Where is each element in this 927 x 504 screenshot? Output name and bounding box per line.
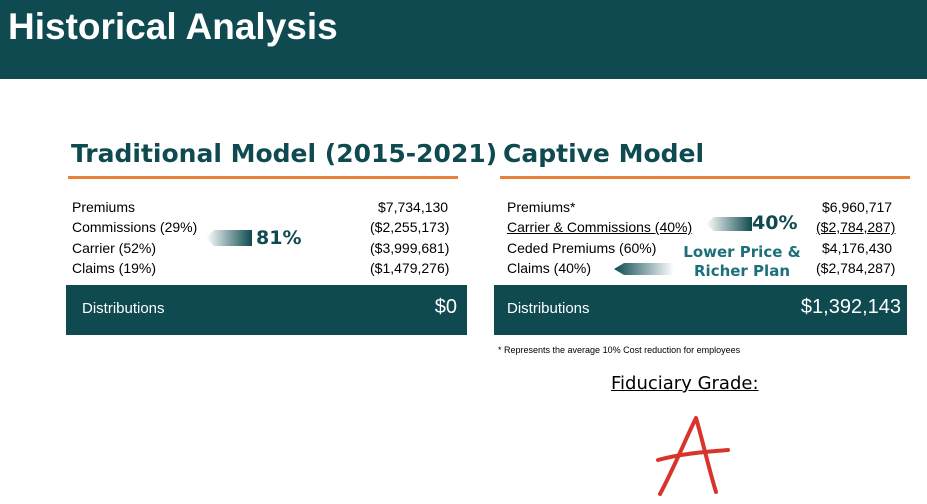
traditional-premiums-value: $7,734,130	[378, 199, 449, 215]
fiduciary-grade-label: Fiduciary Grade:	[611, 373, 759, 394]
page-title: Historical Analysis	[8, 6, 338, 47]
fiduciary-grade-handwritten	[656, 416, 730, 496]
traditional-claims-value: ($1,479,276)	[370, 260, 450, 276]
captive-carrier-commissions-label: Carrier & Commissions (40%)	[507, 219, 693, 235]
traditional-commissions-label: Commissions (29%)	[72, 219, 198, 235]
traditional-model-title: Traditional Model (2015-2021)	[71, 139, 498, 168]
captive-claims-label: Claims (40%)	[507, 260, 592, 276]
captive-benefit-line1: Lower Price &	[683, 243, 801, 261]
captive-benefit-callout: Lower Price & Richer Plan	[672, 243, 812, 281]
captive-divider	[500, 176, 910, 179]
captive-premiums-label: Premiums*	[507, 199, 576, 215]
captive-footnote: * Represents the average 10% Cost reduct…	[498, 345, 741, 355]
captive-percent-callout: 40%	[752, 212, 798, 234]
captive-distributions-value: $1,392,143	[800, 296, 901, 318]
traditional-percent-callout: 81%	[256, 227, 302, 249]
captive-distributions-label: Distributions	[507, 300, 590, 317]
traditional-distributions-value: $0	[434, 296, 457, 318]
captive-commissions-arrow-icon	[706, 217, 752, 231]
traditional-premiums-label: Premiums	[72, 199, 136, 215]
captive-distributions-bar: Distributions $1,392,143	[494, 285, 907, 335]
traditional-carrier-label: Carrier (52%)	[72, 240, 157, 256]
captive-carrier-commissions-value: ($2,784,287)	[816, 219, 896, 235]
captive-benefit-line2: Richer Plan	[694, 262, 790, 280]
captive-claims-arrow-icon	[614, 263, 674, 275]
traditional-carrier-value: ($3,999,681)	[370, 240, 450, 256]
traditional-claims-label: Claims (19%)	[72, 260, 157, 276]
captive-model-title: Captive Model	[503, 139, 705, 168]
captive-claims-value: ($2,784,287)	[816, 260, 896, 276]
traditional-divider	[68, 176, 458, 179]
header-bar: Historical Analysis	[0, 0, 927, 79]
captive-ceded-premiums-value: $4,176,430	[822, 240, 893, 256]
traditional-distributions-bar: Distributions $0	[66, 285, 467, 335]
captive-ceded-premiums-label: Ceded Premiums (60%)	[507, 240, 657, 256]
traditional-distributions-label: Distributions	[82, 300, 165, 317]
traditional-arrow-icon	[206, 230, 252, 246]
traditional-commissions-value: ($2,255,173)	[370, 219, 450, 235]
captive-premiums-value: $6,960,717	[822, 199, 893, 215]
